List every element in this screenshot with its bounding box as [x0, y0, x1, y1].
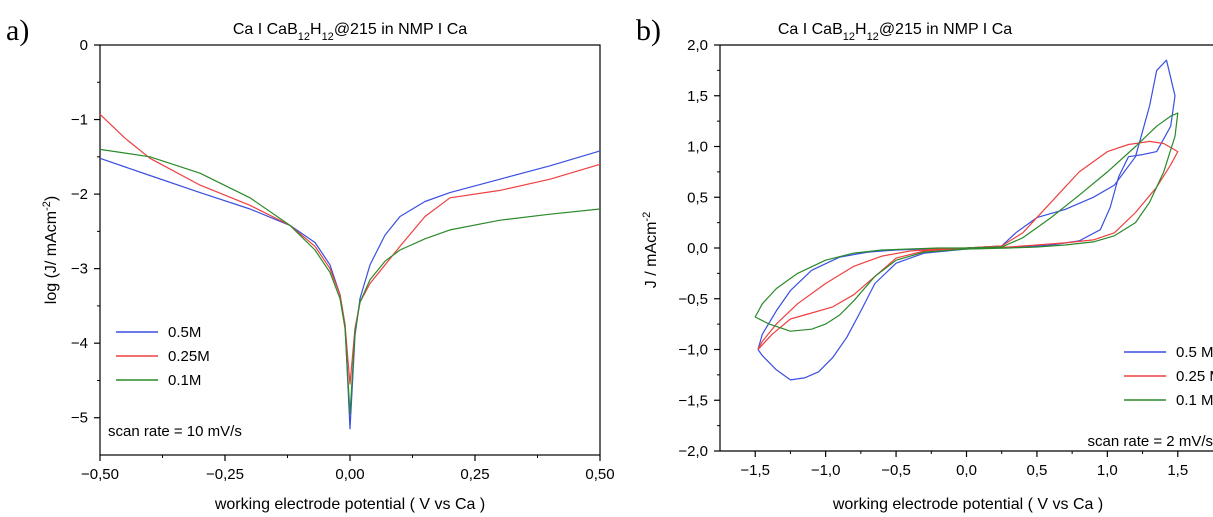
panel-b-y-axis-label: J / mAcm-2: [641, 212, 660, 288]
panel-a-scan-rate-note: scan rate = 10 mV/s: [108, 423, 242, 440]
a-series-line-2: [99, 148, 601, 415]
a-x-tick-label: −0,25: [206, 466, 244, 483]
a-y-tick-label: −3: [71, 261, 88, 278]
a-y-tick-label: −2: [71, 186, 88, 203]
panel-b-series-lines: [754, 59, 1179, 381]
b-x-tick-label: 0,5: [1026, 462, 1047, 479]
b-y-tick-label: −0,5: [678, 291, 708, 308]
a-x-tick-label: 0,50: [585, 466, 614, 483]
b-series-line-0: [757, 59, 1176, 381]
panel-a-y-ticks: 0 −1 −2 −3 −4 −5: [71, 37, 100, 427]
b-y-tick-label: 0,5: [687, 189, 708, 206]
b-x-tick-label: 1,0: [1097, 462, 1118, 479]
panel-a-y-axis-label: log (J/ mAcm-2): [41, 196, 60, 304]
b-legend-label-1: 0.25 M: [1176, 368, 1213, 385]
chart-panel-b: b) Ca I CaB12H12@215 in NMP I Ca −1,5 −1,…: [636, 14, 1213, 513]
panel-b-x-ticks: −1,5 −1,0 −0,5 0,0 0,5 1,0 1,5: [740, 451, 1188, 479]
a-legend-label-1: 0.25M: [168, 348, 210, 365]
b-legend-label-2: 0.1 M: [1176, 392, 1213, 409]
b-y-tick-label: 2,0: [687, 37, 708, 54]
a-series-line-1: [99, 113, 601, 385]
b-x-tick-label: 0,0: [956, 462, 977, 479]
a-y-tick-label: −1: [71, 112, 88, 129]
a-legend-label-2: 0.1M: [168, 372, 201, 389]
panel-a-label: a): [6, 14, 29, 47]
a-x-tick-label: −0,50: [81, 466, 119, 483]
panel-a-plot-frame: [99, 44, 601, 456]
b-x-tick-label: 1,5: [1167, 462, 1188, 479]
panel-b-title: Ca I CaB12H12@215 in NMP I Ca: [778, 21, 1012, 43]
a-x-tick-label: 0,00: [335, 466, 364, 483]
a-legend-label-0: 0.5M: [168, 324, 201, 341]
panel-a-x-ticks: −0,50 −0,25 0,00 0,25 0,50: [81, 455, 615, 483]
a-y-tick-label: −5: [71, 410, 88, 427]
panel-b-label: b): [636, 14, 661, 47]
panel-a-title: Ca I CaB12H12@215 in NMP I Ca: [233, 21, 467, 43]
b-y-tick-label: 0,0: [687, 240, 708, 257]
b-series-line-1: [757, 140, 1179, 351]
panel-a-x-axis-label: working electrode potential ( V vs Ca ): [214, 496, 485, 513]
panel-b-x-axis-label: working electrode potential ( V vs Ca ): [832, 496, 1103, 513]
panel-a-series-lines: [99, 113, 601, 430]
panel-b-legend: 0.5 M 0.25 M 0.1 M: [1124, 344, 1213, 409]
b-y-tick-label: −1,5: [678, 392, 708, 409]
b-y-tick-label: −1,0: [678, 342, 708, 359]
b-y-tick-label: 1,0: [687, 139, 708, 156]
b-x-tick-label: −0,5: [881, 462, 911, 479]
a-y-tick-label: −4: [71, 335, 88, 352]
panel-b-y-ticks: 2,0 1,5 1,0 0,5 0,0 −0,5 −1,0 −1,5 −2,0: [678, 37, 720, 460]
a-x-tick-label: 0,25: [460, 466, 489, 483]
b-x-tick-label: −1,0: [811, 462, 841, 479]
b-legend-label-0: 0.5 M: [1176, 344, 1213, 361]
b-y-tick-label: 1,5: [687, 88, 708, 105]
a-y-tick-label: 0: [80, 37, 88, 54]
b-y-tick-label: −2,0: [678, 443, 708, 460]
chart-panel-a: a) Ca I CaB12H12@215 in NMP I Ca −0,50 −0…: [6, 14, 615, 513]
panel-b-scan-rate-note: scan rate = 2 mV/s: [1088, 433, 1213, 450]
b-series-line-2: [754, 112, 1179, 332]
b-x-tick-label: −1,5: [740, 462, 770, 479]
panel-a-legend: 0.5M 0.25M 0.1M: [116, 324, 210, 389]
